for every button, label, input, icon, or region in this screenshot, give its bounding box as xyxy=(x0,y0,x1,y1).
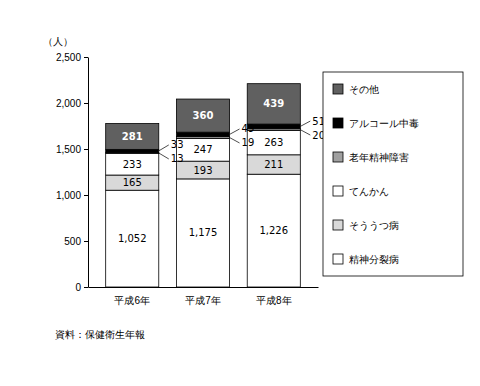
data-label: 165 xyxy=(123,177,142,188)
y-tick-mark xyxy=(84,287,88,288)
x-tick: 平成7年 xyxy=(185,295,221,306)
y-tick-label: 500 xyxy=(64,236,81,247)
y-tick: 1,000 xyxy=(56,190,88,201)
leader-line xyxy=(159,153,169,159)
y-tick-label: 2,000 xyxy=(56,98,81,109)
leader-line xyxy=(300,121,310,126)
bar-segment xyxy=(247,155,300,174)
bars xyxy=(106,84,301,287)
bar-segment xyxy=(106,175,159,190)
y-tick: 0 xyxy=(75,282,88,293)
bar-segment xyxy=(247,131,300,155)
bar-segment xyxy=(176,132,229,137)
legend-swatch xyxy=(333,84,343,94)
y-tick: 2,000 xyxy=(56,98,88,109)
y-tick-mark xyxy=(84,103,88,104)
x-tick: 平成8年 xyxy=(256,295,292,306)
legend-swatch xyxy=(333,118,343,128)
data-label: 360 xyxy=(193,110,214,121)
data-labels: 1,052 165 233 281 13 33 1,175 193 247 360 19 49 1,22… xyxy=(118,98,325,244)
y-axis-title: （人） xyxy=(43,36,73,47)
y-axis: 0 500 1,000 1,500 2,000 2,500 xyxy=(56,52,89,293)
legend-label: 精神分裂病 xyxy=(349,254,399,265)
y-tick: 2,500 xyxy=(56,52,88,63)
bar-segment xyxy=(106,154,159,175)
data-label: 193 xyxy=(193,165,212,176)
y-tick-mark xyxy=(84,241,88,242)
data-label: 33 xyxy=(171,139,184,150)
bar-segment xyxy=(247,84,300,124)
bar-segment xyxy=(106,124,159,150)
bar-segment xyxy=(176,138,229,161)
bar-segment xyxy=(106,149,159,152)
data-label: 439 xyxy=(263,98,284,109)
data-label: 13 xyxy=(171,153,184,164)
data-label: 1,226 xyxy=(259,225,288,236)
legend-label: その他 xyxy=(349,84,379,95)
leader-line xyxy=(230,129,240,134)
data-label: 1,175 xyxy=(189,227,218,238)
bar-segment xyxy=(176,161,229,179)
y-tick-mark xyxy=(84,149,88,150)
bar-segment xyxy=(176,99,229,132)
legend: その他アルコール中毒老年精神障害てんかんそううつ病精神分裂病 xyxy=(323,72,463,276)
leader-line xyxy=(230,138,240,143)
bar-segment xyxy=(176,179,229,287)
data-label: 263 xyxy=(264,137,283,148)
data-label: 19 xyxy=(242,137,255,148)
legend-swatch xyxy=(333,152,343,162)
y-axis-line xyxy=(88,58,89,288)
legend-label: てんかん xyxy=(349,186,389,197)
source-note: 資料：保健衛生年報 xyxy=(55,329,145,340)
y-tick-label: 2,500 xyxy=(56,52,81,63)
leader-line xyxy=(159,145,169,151)
y-tick-mark xyxy=(84,57,88,58)
leader-line xyxy=(300,130,310,135)
legend-label: そううつ病 xyxy=(349,220,399,231)
data-label: 211 xyxy=(264,159,283,170)
data-label: 281 xyxy=(122,131,143,142)
x-axis-line xyxy=(89,287,319,288)
legend-swatch xyxy=(333,220,343,230)
y-tick-label: 1,500 xyxy=(56,144,81,155)
y-tick-mark xyxy=(84,195,88,196)
y-tick-label: 0 xyxy=(75,282,81,293)
data-label: 247 xyxy=(193,144,212,155)
legend-label: アルコール中毒 xyxy=(349,118,419,129)
y-tick-label: 1,000 xyxy=(56,190,81,201)
x-tick-label: 平成6年 xyxy=(114,295,150,306)
legend-swatch xyxy=(333,186,343,196)
legend-swatch xyxy=(333,254,343,264)
x-tick: 平成6年 xyxy=(114,295,150,306)
data-label: 233 xyxy=(123,159,142,170)
data-label: 49 xyxy=(242,123,255,134)
x-axis: 平成6年 平成7年 平成8年 xyxy=(89,288,319,307)
chart: 0 500 1,000 1,500 2,000 2,500 平成6年 平成7年 平成8年 1,05… xyxy=(0,0,480,386)
bar-segment xyxy=(247,124,300,129)
bar-segment xyxy=(106,190,159,287)
x-tick-label: 平成7年 xyxy=(185,295,221,306)
bar-segment xyxy=(247,174,300,287)
x-tick-label: 平成8年 xyxy=(256,295,292,306)
legend-label: 老年精神障害 xyxy=(349,152,409,163)
y-tick: 1,500 xyxy=(56,144,88,155)
legend-box xyxy=(323,72,463,276)
y-tick: 500 xyxy=(64,236,88,247)
data-label: 1,052 xyxy=(118,233,147,244)
